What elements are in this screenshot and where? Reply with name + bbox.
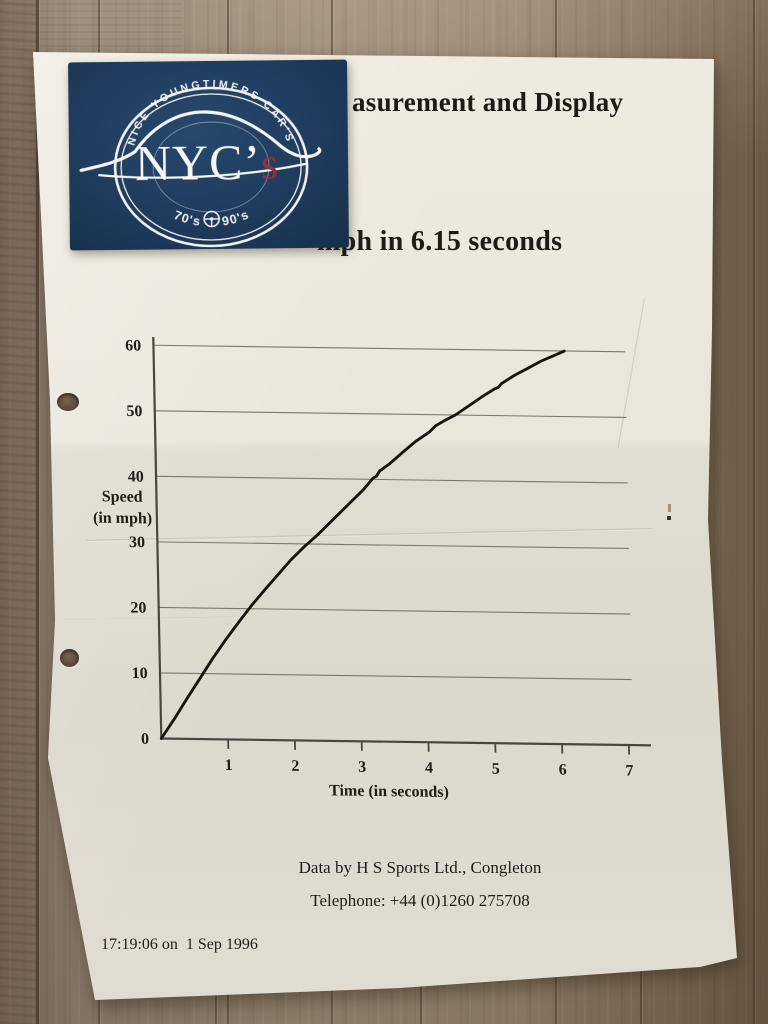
punch-hole bbox=[60, 649, 79, 667]
sticker-brand-text: NYC’s bbox=[135, 133, 280, 191]
y-tick-label-10: 10 bbox=[132, 665, 148, 682]
nycs-club-sticker: NICE YOUNGTIMERS CAR'S NYC’s 70's 90's bbox=[68, 59, 349, 251]
steering-wheel-icon bbox=[203, 210, 220, 228]
speed-curve bbox=[159, 349, 566, 740]
y-tick-label-60: 60 bbox=[125, 337, 141, 354]
gridline-y-20 bbox=[158, 606, 631, 615]
y-axis-title-line-1: (in mph) bbox=[93, 510, 152, 528]
x-tick-label-5: 5 bbox=[492, 761, 500, 778]
credit-line-2: Telephone: +44 (0)1260 275708 bbox=[310, 891, 530, 910]
ink-mark bbox=[668, 504, 671, 512]
credit-line-1: Data by H S Sports Ltd., Congleton bbox=[298, 858, 542, 877]
gridline-y-60 bbox=[153, 344, 626, 353]
logo-inner-ring bbox=[120, 93, 302, 241]
y-tick-label-40: 40 bbox=[128, 468, 144, 485]
wood-left-plank bbox=[0, 0, 37, 1024]
plank-joint bbox=[640, 948, 642, 1024]
ink-mark bbox=[667, 516, 671, 520]
x-axis bbox=[159, 737, 652, 747]
plank-joint bbox=[36, 0, 39, 1024]
gridline-y-40 bbox=[156, 475, 628, 484]
print-timestamp: 17:19:06 on 1 Sep 1996 bbox=[101, 936, 258, 953]
wood-grain-horizontal bbox=[0, 0, 182, 54]
y-axis bbox=[152, 336, 163, 739]
gridline-y-30 bbox=[157, 541, 630, 550]
plank-joint bbox=[753, 0, 755, 1024]
y-tick-label-20: 20 bbox=[130, 600, 146, 617]
chart-group: 1 2 3 4 5 6 7 0 10 20 30 40 50 60 Speed (in mph) Time (i… bbox=[93, 336, 652, 801]
document-title-partial: asurement and Display bbox=[352, 87, 624, 117]
y-axis-title-line-0: Speed bbox=[102, 488, 143, 506]
x-tick-label-7: 7 bbox=[625, 762, 633, 779]
x-tick-label-1: 1 bbox=[224, 757, 232, 774]
x-tick-label-3: 3 bbox=[358, 759, 366, 776]
sticker-card bbox=[68, 59, 349, 251]
car-silhouette-icon bbox=[79, 110, 322, 179]
x-axis-title: Time (in seconds) bbox=[329, 782, 449, 801]
x-tick-label-4: 4 bbox=[425, 760, 433, 777]
gridline-y-10 bbox=[159, 672, 632, 681]
y-tick-label-30: 30 bbox=[129, 534, 145, 551]
gridline-y-50 bbox=[154, 410, 627, 418]
x-tick-label-2: 2 bbox=[291, 758, 299, 775]
punch-hole bbox=[57, 393, 79, 411]
logo-outer-ring bbox=[113, 86, 309, 248]
nycs-logo: NICE YOUNGTIMERS CAR'S NYC’s 70's 90's bbox=[68, 59, 349, 251]
y-tick-label-0: 0 bbox=[141, 731, 149, 748]
y-tick-label-50: 50 bbox=[126, 403, 142, 420]
x-tick-label-6: 6 bbox=[558, 762, 566, 779]
